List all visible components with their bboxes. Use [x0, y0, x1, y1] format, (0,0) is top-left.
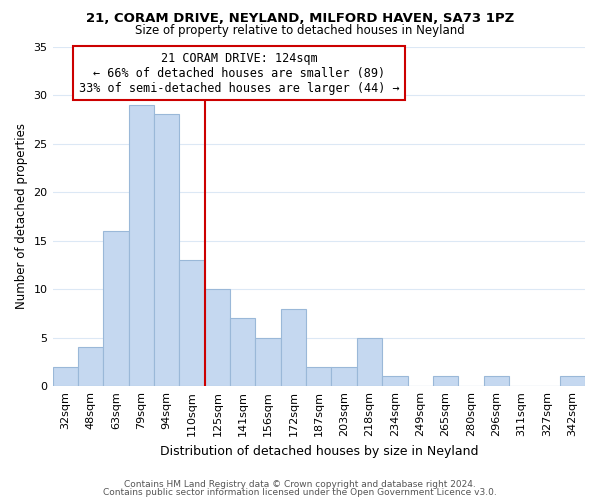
Bar — [331, 367, 357, 386]
Bar — [179, 260, 205, 386]
Text: Contains public sector information licensed under the Open Government Licence v3: Contains public sector information licen… — [103, 488, 497, 497]
Bar — [382, 376, 407, 386]
Bar — [205, 289, 230, 386]
Bar — [433, 376, 458, 386]
Bar — [256, 338, 281, 386]
Bar — [560, 376, 585, 386]
Text: 21 CORAM DRIVE: 124sqm
← 66% of detached houses are smaller (89)
33% of semi-det: 21 CORAM DRIVE: 124sqm ← 66% of detached… — [79, 52, 399, 94]
Y-axis label: Number of detached properties: Number of detached properties — [15, 124, 28, 310]
Bar — [154, 114, 179, 386]
Bar — [306, 367, 331, 386]
Bar — [103, 231, 128, 386]
Bar — [484, 376, 509, 386]
X-axis label: Distribution of detached houses by size in Neyland: Distribution of detached houses by size … — [160, 444, 478, 458]
Bar — [230, 318, 256, 386]
Bar — [78, 348, 103, 386]
Text: Size of property relative to detached houses in Neyland: Size of property relative to detached ho… — [135, 24, 465, 37]
Bar — [53, 367, 78, 386]
Text: 21, CORAM DRIVE, NEYLAND, MILFORD HAVEN, SA73 1PZ: 21, CORAM DRIVE, NEYLAND, MILFORD HAVEN,… — [86, 12, 514, 26]
Bar — [281, 308, 306, 386]
Bar — [128, 104, 154, 386]
Text: Contains HM Land Registry data © Crown copyright and database right 2024.: Contains HM Land Registry data © Crown c… — [124, 480, 476, 489]
Bar — [357, 338, 382, 386]
